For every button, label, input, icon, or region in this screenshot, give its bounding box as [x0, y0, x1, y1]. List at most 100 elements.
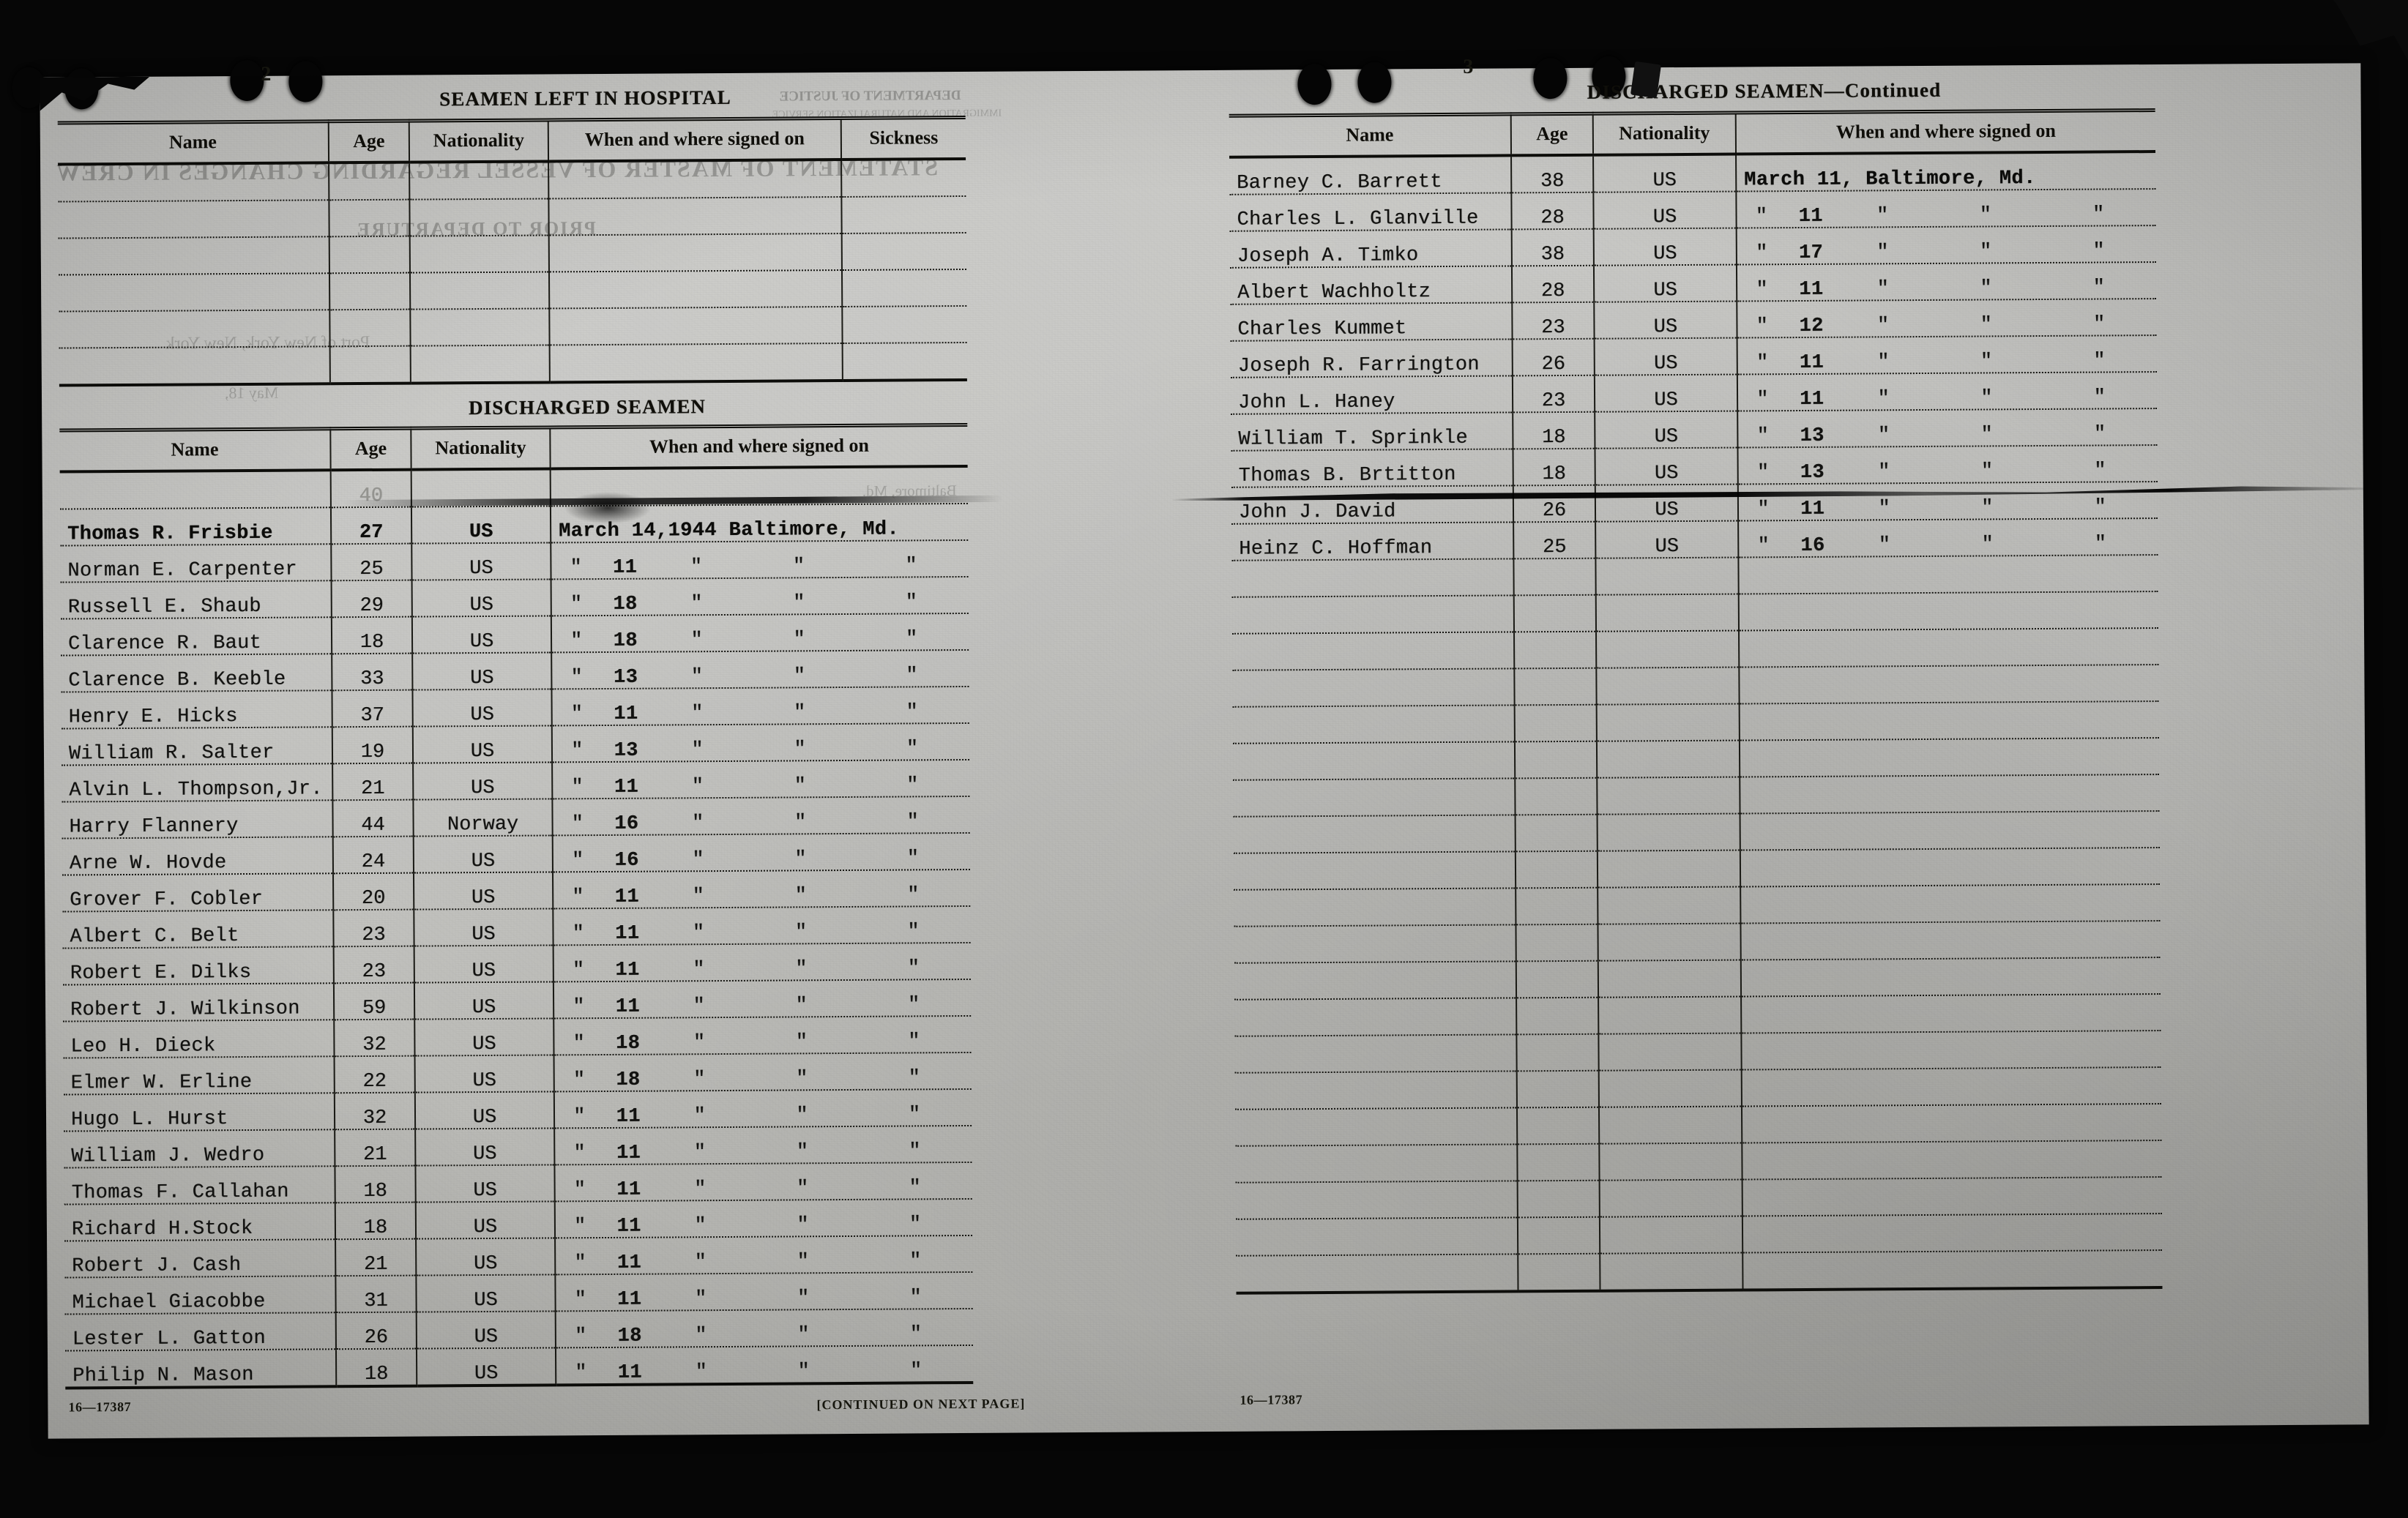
cell-nationality — [1597, 850, 1741, 888]
cell-name: Charles Kummet — [1230, 302, 1513, 341]
cell-nationality: US — [1593, 154, 1737, 192]
cell-name — [1234, 1071, 1517, 1110]
cell-name — [59, 470, 331, 509]
cell-nationality: US — [414, 1091, 555, 1129]
cell-age: 18 — [335, 1165, 416, 1203]
cell-nationality — [1599, 1179, 1742, 1217]
cell-age: 23 — [333, 946, 414, 984]
cell-when-and-where-signed-on: " 13 " " " — [551, 649, 969, 689]
cell-when-and-where-signed-on — [1739, 628, 2159, 668]
table-row: Charles L. Glanville 28 US " 11 " " " — [1229, 189, 2156, 231]
cell-age: 25 — [1513, 521, 1596, 559]
cell-age: 29 — [331, 580, 412, 618]
cell-name — [1232, 632, 1515, 670]
table-row: Arne W. Hovde 24 US " 16 " " " — [61, 832, 970, 875]
cell-name: Grover F. Cobler — [62, 873, 334, 912]
cell-age: 27 — [330, 506, 412, 545]
cell-nationality: US — [416, 1238, 556, 1276]
cell-nationality — [1598, 886, 1741, 924]
cell-name: Joseph A. Timko — [1229, 229, 1512, 268]
cell-name: John L. Haney — [1230, 375, 1513, 414]
cell-when-and-where-signed-on — [1739, 701, 2159, 741]
cell-nationality — [1596, 630, 1740, 668]
table-row — [1234, 994, 2161, 1036]
cell-age — [1514, 668, 1597, 706]
cell-when-and-where-signed-on — [1738, 591, 2158, 631]
cell-age: 26 — [335, 1312, 417, 1350]
cell-name — [58, 200, 329, 239]
ditto-marks: " 11 " " " — [573, 1104, 921, 1128]
table-row — [58, 269, 967, 312]
cell-age: 23 — [1512, 375, 1595, 413]
ditto-marks: " 17 " " " — [1756, 240, 2106, 265]
cell-nationality: US — [1595, 411, 1738, 449]
cell-name — [1235, 1144, 1518, 1183]
cell-when-and-where-signed-on — [1741, 1031, 2161, 1070]
cell-when-and-where-signed-on: " 11 " " " — [552, 759, 970, 799]
table-discharged-seamen-continued: Name Age Nationality When and where sign… — [1229, 108, 2163, 1295]
cell-name: Russell E. Shaub — [60, 580, 332, 619]
cell-age — [1514, 741, 1598, 779]
cell-name: Lester L. Gatton — [64, 1312, 336, 1351]
cell-when-and-where-signed-on: " 11 " " " — [1737, 372, 2158, 411]
cell-nationality — [1598, 1033, 1742, 1071]
cell-name: John J. David — [1231, 485, 1514, 524]
cell-nationality: US — [415, 1164, 555, 1203]
table-row: Leo H. Dieck 32 US " 18 " " " — [63, 1015, 972, 1058]
cell-age — [1518, 1253, 1600, 1292]
table-header-row: Name Age Nationality When and where sign… — [57, 117, 966, 165]
cell-nationality: US — [411, 616, 552, 654]
table-row — [1233, 811, 2160, 853]
cell-age: 18 — [1513, 411, 1595, 449]
cell-when-and-where-signed-on — [1741, 1067, 2161, 1107]
cell-when-and-where-signed-on: " 11 " " " — [553, 1088, 972, 1129]
column-header-name: Name — [57, 121, 329, 165]
cell-when-and-where-signed-on: " 16 " " " — [552, 796, 970, 836]
cell-age: 21 — [335, 1238, 417, 1276]
cell-when-and-where-signed-on — [548, 233, 842, 272]
column-header-age: Age — [1510, 113, 1594, 156]
cell-age — [1513, 594, 1597, 632]
cell-nationality: US — [414, 982, 554, 1020]
cell-age: 18 — [331, 616, 413, 654]
ditto-marks: " 11 " " " — [573, 994, 920, 1018]
cell-nationality — [1597, 813, 1740, 851]
ditto-marks: " 11 " " " — [574, 1250, 922, 1274]
cell-when-and-where-signed-on: " 18 " " " — [553, 1052, 972, 1092]
cell-age: 21 — [335, 1129, 416, 1167]
table-header-row: Name Age Nationality When and where sign… — [1229, 110, 2156, 157]
cell-when-and-where-signed-on: " 11 " " " — [554, 1198, 973, 1238]
cell-age: 44 — [332, 799, 414, 837]
column-header-nationality: Nationality — [411, 427, 551, 470]
ditto-marks: " 16 " " " — [571, 811, 920, 835]
table-row: Henry E. Hicks 37 US " 11 " " " — [61, 686, 969, 729]
column-header-nationality: Nationality — [409, 119, 549, 162]
cell-age: 33 — [332, 653, 413, 691]
cell-when-and-where-signed-on: " 11 " " " — [1736, 262, 2157, 302]
table-row: Russell E. Shaub 29 US " 18 " " " — [60, 576, 969, 619]
cell-sickness — [841, 269, 967, 307]
cell-nationality: US — [414, 908, 553, 946]
cell-nationality — [1600, 1252, 1743, 1291]
table-row: Robert J. Cash 21 US " 11 " " " — [64, 1235, 973, 1278]
cell-name — [59, 346, 330, 386]
cell-when-and-where-signed-on: " 11 " " " — [1737, 335, 2157, 375]
table-discharged-seamen: Name Age Nationality When and where sign… — [59, 423, 974, 1390]
table-row — [1232, 628, 2159, 670]
table-row — [1232, 701, 2159, 744]
ditto-marks: " 13 " " " — [1756, 460, 2106, 485]
cell-age: 37 — [332, 689, 413, 728]
cell-when-and-where-signed-on — [1741, 1104, 2162, 1143]
cell-when-and-where-signed-on: " 16 " " " — [552, 832, 970, 872]
cell-name: William J. Wedro — [64, 1129, 335, 1168]
ditto-marks: " 11 " " " — [572, 957, 920, 982]
cell-when-and-where-signed-on — [1739, 738, 2160, 777]
cell-name: Robert J. Wilkinson — [62, 983, 335, 1022]
cell-age — [1514, 704, 1597, 742]
table-row: Alvin L. Thompson,Jr. 21 US " 11 " " " — [61, 759, 970, 802]
cell-when-and-where-signed-on: March 14,1944 Baltimore, Md. — [550, 503, 969, 543]
cell-age — [1516, 1033, 1599, 1072]
cell-when-and-where-signed-on — [1742, 1140, 2162, 1180]
cell-name — [58, 236, 329, 275]
cell-name: Albert Wachholtz — [1229, 266, 1513, 304]
